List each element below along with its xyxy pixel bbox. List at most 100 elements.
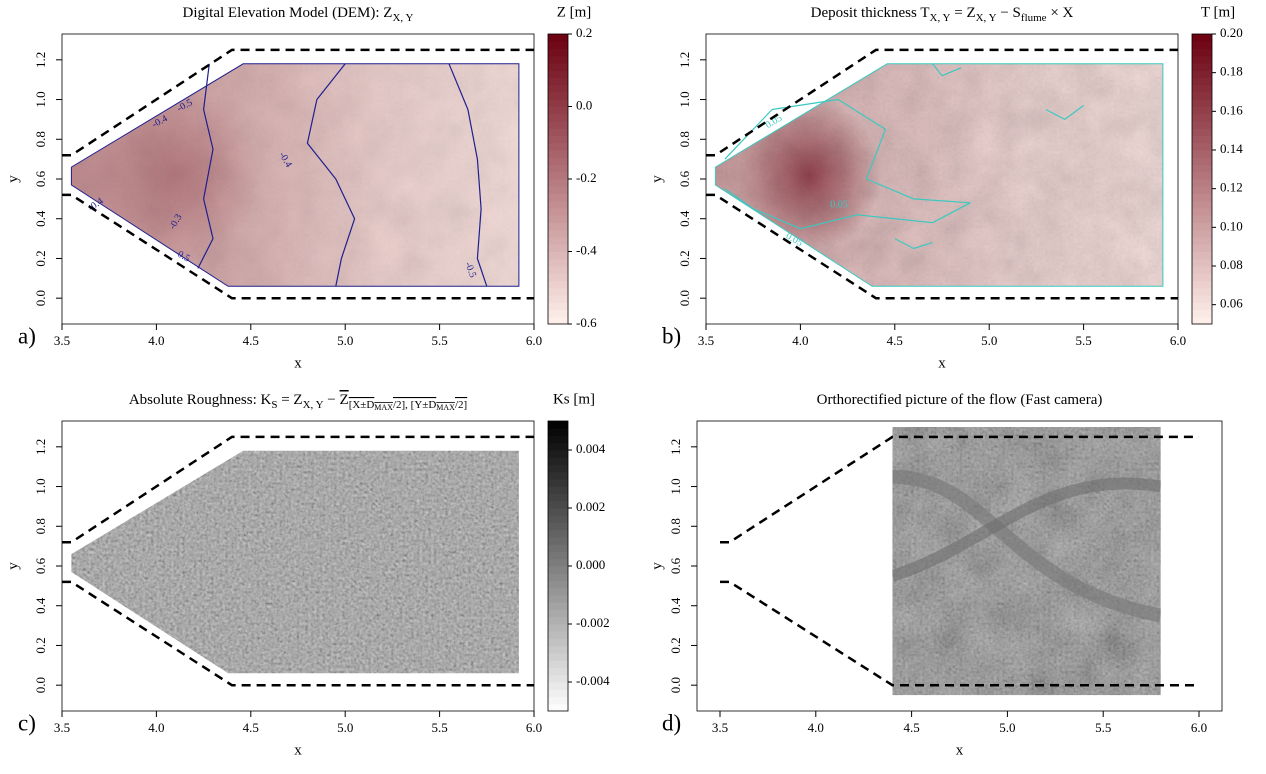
title-part: Z [340, 392, 349, 408]
field-noise [715, 63, 1163, 287]
title-part: Absolute Roughness: K [129, 392, 272, 408]
colorbar-step [548, 142, 568, 151]
colorbar-step [548, 435, 568, 444]
colorbar-step [548, 121, 568, 129]
colorbar-step [1192, 251, 1212, 260]
y-axis-label: y [649, 562, 665, 570]
colorbar-step [548, 703, 568, 712]
colorbar-step [548, 602, 568, 610]
title-part: X, Y [930, 12, 951, 24]
panel: Ks [m] -0.004 -0.002 0.000 0.002 0.004 Absolut… [5, 391, 610, 758]
colorbar-step [548, 92, 568, 100]
x-tick-label: 4.5 [903, 720, 919, 735]
y-axis-label: y [5, 562, 21, 570]
colorbar-tick-label: 0.20 [1220, 25, 1243, 40]
flume-wall [706, 48, 1178, 157]
colorbar-step [548, 48, 568, 57]
colorbar-step [548, 667, 568, 676]
colorbar-step [1192, 200, 1212, 209]
colorbar-step [548, 645, 568, 654]
colorbar-step [548, 660, 568, 668]
colorbar-step [548, 316, 568, 325]
chart-title: Deposit thickness TX, Y = ZX, Y − Sflume… [811, 5, 1074, 23]
flume-wall [706, 193, 1178, 300]
colorbar-tick-label: 0.06 [1220, 296, 1243, 311]
colorbar-tick-label: 0.004 [576, 441, 606, 456]
panel-label: c) [18, 710, 36, 735]
colorbar-step [1192, 106, 1212, 115]
colorbar-step [548, 309, 568, 318]
colorbar-step [1192, 41, 1212, 49]
x-tick-label: 4.5 [243, 333, 259, 348]
x-tick-label: 5.0 [337, 333, 353, 348]
colorbar-step [1192, 113, 1212, 122]
contour-line [448, 63, 488, 287]
x-tick-label: 5.5 [431, 333, 447, 348]
title-part: X, Y [303, 399, 324, 411]
flume-wall [720, 435, 1199, 544]
y-tick-label: 0.2 [33, 637, 48, 653]
colorbar-tick-label: -0.4 [576, 242, 597, 257]
colorbar-step [548, 193, 568, 202]
colorbar-step [1192, 295, 1212, 303]
contour-label: -0.5 [462, 261, 478, 280]
colorbar-step [1192, 229, 1212, 238]
colorbar-step [548, 244, 568, 252]
x-tick-label: 3.5 [54, 333, 70, 348]
colorbar-step [1192, 157, 1212, 165]
contour-line [932, 63, 962, 77]
colorbar-step [548, 638, 568, 647]
colorbar-step [548, 595, 568, 603]
x-tick-label: 5.0 [981, 333, 997, 348]
colorbar-step [1192, 280, 1212, 289]
colorbar-title: T [m] [1201, 4, 1235, 20]
y-tick-label: 0.6 [33, 557, 48, 574]
colorbar-step [1192, 34, 1212, 42]
y-tick-label: 0.8 [33, 518, 48, 534]
colorbar-step [1192, 258, 1212, 267]
x-tick-label: 3.5 [698, 333, 714, 348]
title-part: = Z [950, 5, 975, 21]
panel: 0.050.050.05T [m]0.060.080.100.120.140.1… [649, 4, 1243, 371]
colorbar-tick-label: 0.18 [1220, 64, 1243, 79]
title-part: /2], [Y±D [393, 399, 436, 411]
colorbar-step [548, 287, 568, 296]
colorbar-step [548, 609, 568, 618]
field-tint [71, 450, 519, 674]
title-part: MAX [374, 403, 393, 412]
colorbar-step [548, 135, 568, 144]
colorbar-step [548, 106, 568, 115]
contour-line [1045, 105, 1084, 121]
colorbar-step [1192, 164, 1212, 173]
flume-wall [720, 580, 1199, 687]
y-tick-label: 0.0 [668, 677, 683, 693]
x-tick-label: 6.0 [1170, 333, 1186, 348]
colorbar-step [548, 587, 568, 596]
y-tick-label: 0.4 [677, 210, 692, 227]
panel: Orthorectified picture of the flow (Fast… [649, 392, 1223, 758]
x-axis-label: x [956, 742, 964, 758]
y-tick-label: 0.8 [677, 131, 692, 147]
colorbar-step [1192, 237, 1212, 245]
colorbar-step [548, 696, 568, 705]
colorbar-step [1192, 70, 1212, 78]
colorbar-step [548, 41, 568, 49]
colorbar-tick-label: 0.10 [1220, 218, 1243, 233]
colorbar-step [548, 616, 568, 625]
photo [892, 426, 1161, 696]
x-tick-label: 6.0 [526, 720, 542, 735]
colorbar-step [1192, 215, 1212, 223]
colorbar-step [548, 674, 568, 683]
y-tick-label: 0.0 [33, 677, 48, 693]
title-part: Deposit thickness T [811, 5, 930, 21]
colorbar-step [548, 653, 568, 661]
field [715, 63, 1163, 287]
colorbar-step [548, 280, 568, 289]
y-tick-label: 0.2 [677, 250, 692, 266]
colorbar-step [548, 457, 568, 465]
colorbar-step [548, 164, 568, 173]
y-tick-label: 0.2 [668, 637, 683, 653]
colorbar-tick-label: 0.002 [576, 499, 605, 514]
colorbar-step [548, 171, 568, 180]
